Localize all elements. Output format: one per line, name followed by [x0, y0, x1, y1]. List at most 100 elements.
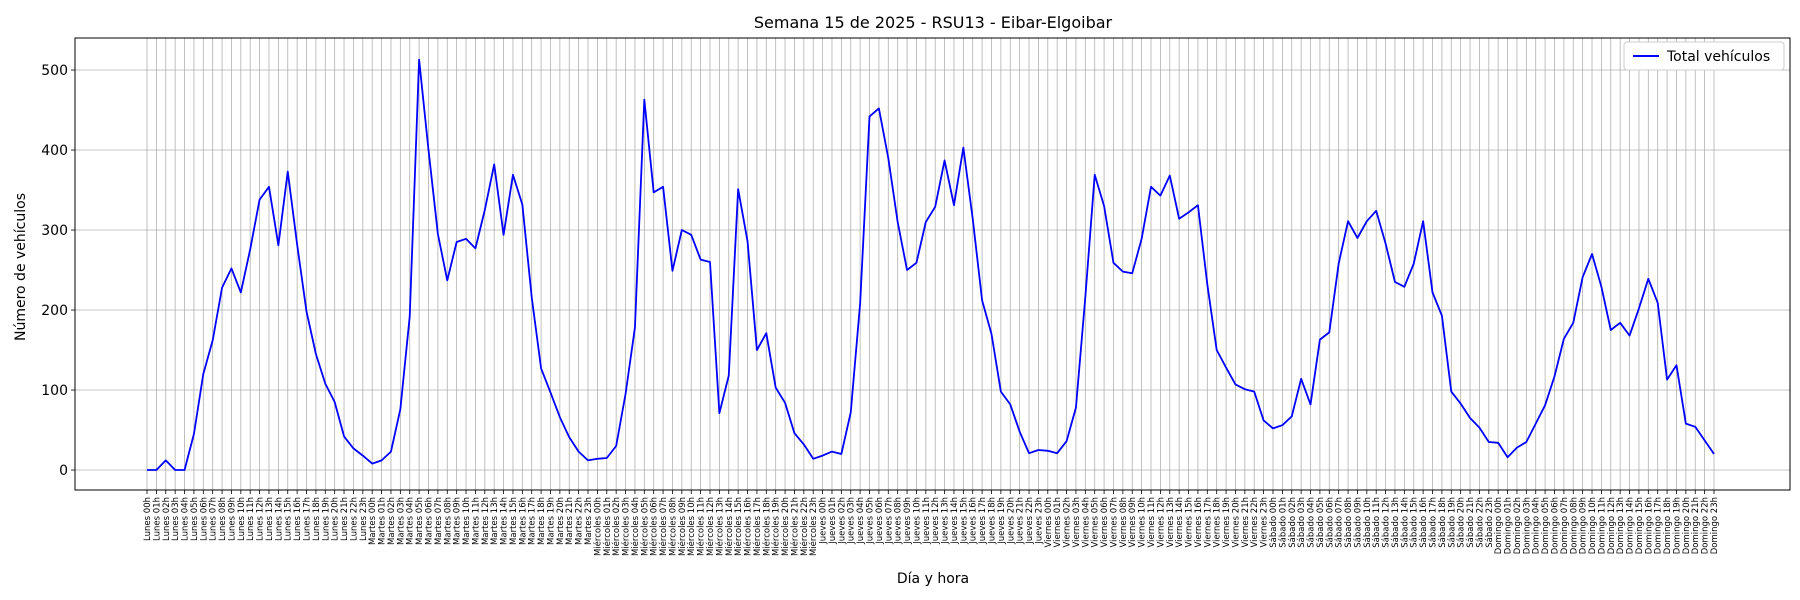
x-tick-label: Lunes 01h	[152, 497, 162, 541]
x-tick-label: Miércoles 17h	[752, 497, 763, 556]
x-tick-label: Jueves 01h	[828, 497, 838, 545]
x-tick-label: Jueves 13h	[941, 497, 951, 545]
x-tick-label: Miércoles 23h	[808, 497, 819, 556]
x-tick-label: Viernes 00h	[1044, 497, 1054, 548]
x-tick-label: Viernes 04h	[1081, 497, 1091, 548]
x-tick-label: Jueves 21h	[1016, 497, 1026, 545]
x-tick-label: Sábado 08h	[1344, 497, 1354, 548]
x-tick-label: Domingo 07h	[1560, 497, 1570, 554]
x-tick-label: Jueves 22h	[1025, 497, 1035, 545]
x-tick-label: Sábado 00h	[1269, 497, 1279, 548]
x-tick-label: Lunes 17h	[303, 497, 313, 541]
legend-label: Total vehículos	[1666, 49, 1770, 65]
x-tick-label: Martes 11h	[471, 497, 481, 545]
x-tick-label: Domingo 02h	[1513, 497, 1523, 554]
x-tick-label: Martes 05h	[415, 497, 425, 545]
x-tick-label: Viernes 06h	[1100, 497, 1110, 548]
x-tick-label: Viernes 01h	[1053, 497, 1063, 548]
x-tick-label: Miércoles 06h	[649, 497, 660, 556]
x-tick-label: Miércoles 19h	[771, 497, 782, 556]
x-tick-label: Sábado 02h	[1288, 497, 1298, 548]
x-tick-label: Miércoles 02h	[611, 497, 622, 556]
x-tick-label: Jueves 00h	[819, 497, 829, 545]
y-axis-label: Número de vehículos	[13, 193, 29, 341]
x-tick-label: Lunes 04h	[181, 497, 191, 541]
x-tick-label: Domingo 08h	[1569, 497, 1579, 554]
x-tick-label: Martes 23h	[584, 497, 594, 545]
x-tick-label: Jueves 16h	[969, 497, 979, 545]
x-tick-label: Lunes 07h	[209, 497, 219, 541]
x-tick-label: Lunes 22h	[349, 497, 359, 541]
x-tick-label: Sábado 19h	[1447, 497, 1457, 548]
x-tick-label: Sábado 18h	[1438, 497, 1448, 548]
x-tick-label: Domingo 22h	[1701, 497, 1711, 554]
x-tick-label: Martes 17h	[528, 497, 538, 545]
x-tick-label: Miércoles 15h	[733, 497, 744, 556]
x-tick-label: Domingo 23h	[1710, 497, 1720, 554]
x-tick-label: Viernes 17h	[1203, 497, 1213, 548]
x-tick-label: Viernes 11h	[1147, 497, 1157, 548]
x-tick-label: Jueves 08h	[894, 497, 904, 545]
legend-box	[1623, 41, 1785, 71]
tick-labels: Lunes 00h Lunes 01h Lunes 02h Lunes 03h Lune…	[41, 63, 1720, 556]
x-tick-label: Domingo 03h	[1522, 497, 1532, 554]
x-tick-label: Domingo 09h	[1579, 497, 1589, 554]
x-tick-label: Lunes 00h	[143, 497, 153, 541]
x-tick-label: Viernes 18h	[1213, 497, 1223, 548]
x-tick-label: Viernes 10h	[1138, 497, 1148, 548]
x-tick-label: Viernes 05h	[1091, 497, 1101, 548]
x-tick-label: Viernes 13h	[1166, 497, 1176, 548]
x-tick-label: Lunes 03h	[171, 497, 181, 541]
x-tick-label: Viernes 15h	[1185, 497, 1195, 548]
x-tick-label: Sábado 15h	[1410, 497, 1420, 548]
y-tick-label: 100	[41, 383, 68, 399]
x-tick-label: Martes 22h	[575, 497, 585, 545]
grid-lines	[75, 38, 1790, 490]
x-tick-label: Martes 08h	[443, 497, 453, 545]
x-tick-label: Sábado 06h	[1325, 497, 1335, 548]
x-tick-label: Martes 00h	[368, 497, 378, 545]
x-tick-label: Lunes 15h	[284, 497, 294, 541]
x-tick-label: Viernes 22h	[1250, 497, 1260, 548]
chart-title: Semana 15 de 2025 - RSU13 - Eibar-Elgoib…	[754, 13, 1113, 32]
y-tick-label: 200	[41, 303, 68, 319]
x-tick-label: Martes 01h	[378, 497, 388, 545]
x-tick-label: Sábado 13h	[1391, 497, 1401, 548]
x-tick-label: Martes 15h	[509, 497, 519, 545]
x-tick-label: Miércoles 14h	[724, 497, 735, 556]
x-tick-label: Domingo 10h	[1588, 497, 1598, 554]
y-tick-label: 300	[41, 223, 68, 239]
x-tick-label: Jueves 11h	[922, 497, 932, 545]
x-tick-label: Viernes 20h	[1231, 497, 1241, 548]
x-tick-label: Domingo 19h	[1672, 497, 1682, 554]
x-tick-label: Miércoles 10h	[686, 497, 697, 556]
x-tick-label: Miércoles 01h	[602, 497, 613, 556]
x-tick-label: Lunes 20h	[331, 497, 341, 541]
x-tick-label: Miércoles 21h	[789, 497, 800, 556]
x-tick-label: Martes 02h	[387, 497, 397, 545]
x-tick-label: Martes 19h	[546, 497, 556, 545]
x-tick-label: Sábado 03h	[1297, 497, 1307, 548]
x-tick-label: Domingo 21h	[1691, 497, 1701, 554]
x-tick-label: Lunes 16h	[293, 497, 303, 541]
x-tick-label: Miércoles 12h	[705, 497, 716, 556]
x-tick-label: Miércoles 09h	[677, 497, 688, 556]
series-line	[147, 58, 1715, 471]
x-tick-label: Miércoles 05h	[639, 497, 650, 556]
x-tick-label: Sábado 16h	[1419, 497, 1429, 548]
x-tick-label: Martes 03h	[396, 497, 406, 545]
x-tick-label: Jueves 14h	[950, 497, 960, 545]
x-tick-label: Sábado 01h	[1278, 497, 1288, 548]
x-tick-label: Sábado 21h	[1466, 497, 1476, 548]
x-tick-label: Lunes 18h	[312, 497, 322, 541]
x-tick-label: Miércoles 03h	[621, 497, 632, 556]
x-tick-label: Lunes 14h	[274, 497, 284, 541]
x-tick-label: Jueves 07h	[884, 497, 894, 545]
x-tick-label: Lunes 21h	[340, 497, 350, 541]
x-tick-label: Lunes 11h	[246, 497, 256, 541]
x-tick-label: Lunes 13h	[265, 497, 275, 541]
x-tick-label: Jueves 15h	[959, 497, 969, 545]
x-tick-label: Viernes 19h	[1222, 497, 1232, 548]
x-tick-label: Domingo 05h	[1541, 497, 1551, 554]
